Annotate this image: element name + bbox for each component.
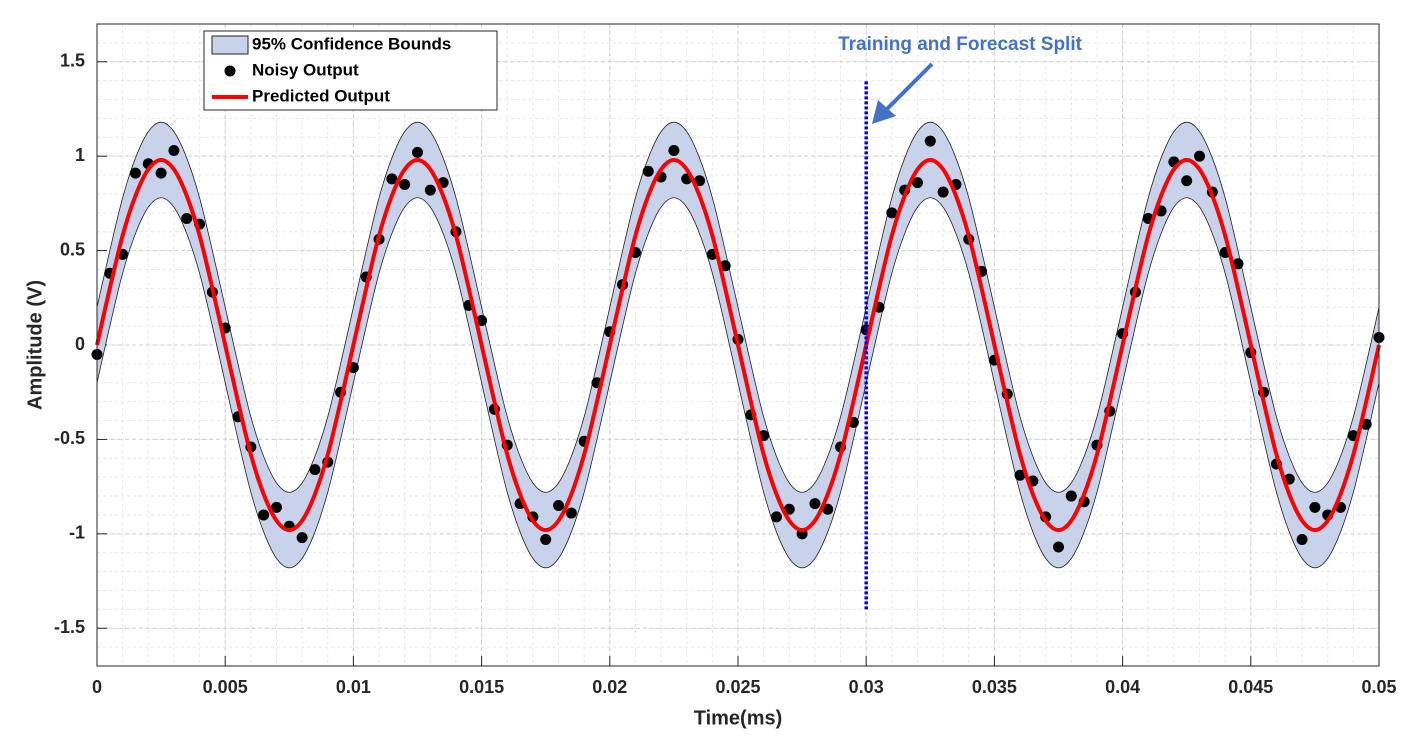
legend-label: Predicted Output (252, 86, 390, 105)
data-point (129, 167, 141, 179)
y-tick-label: 0 (75, 334, 85, 354)
plot-frame (96, 23, 1380, 667)
data-point (694, 175, 706, 187)
legend-box (203, 30, 498, 111)
y-tick-label: -1 (69, 523, 85, 543)
data-point (783, 503, 795, 515)
data-point (168, 145, 180, 157)
data-point (924, 135, 936, 147)
data-point (1053, 541, 1064, 553)
x-tick-label: 0.03 (849, 677, 884, 697)
data-point (540, 533, 552, 545)
data-point (270, 501, 282, 513)
x-tick-label: 0 (92, 677, 102, 697)
x-tick-label: 0.02 (592, 677, 627, 697)
data-point (181, 212, 193, 224)
data-point (809, 498, 821, 510)
data-point (424, 184, 436, 196)
arrow-head (872, 100, 896, 124)
y-tick-label: -1.5 (54, 617, 85, 637)
annotation-text: Training and Forecast Split (838, 34, 1083, 55)
x-axis-label: Time(ms) (694, 707, 783, 729)
x-tick-label: 0.04 (1105, 677, 1140, 697)
x-tick-label: 0.01 (336, 677, 371, 697)
data-point (886, 207, 898, 219)
x-tick-label: 0.045 (1228, 677, 1273, 697)
data-point (1181, 175, 1193, 187)
data-point (309, 464, 321, 476)
data-point (770, 511, 782, 523)
y-tick-label: 1.5 (60, 51, 85, 71)
legend-swatch (211, 35, 249, 55)
y-tick-label: -0.5 (54, 428, 85, 448)
y-tick-label: 1 (75, 145, 85, 165)
data-point (155, 167, 167, 179)
data-point (565, 507, 577, 519)
x-tick-label: 0.015 (459, 677, 504, 697)
x-tick-label: 0.025 (715, 677, 760, 697)
data-point (911, 177, 923, 189)
line (95, 157, 1381, 533)
data-point (399, 179, 411, 190)
data-point (553, 500, 565, 511)
data-point (642, 165, 654, 177)
data-point (386, 173, 398, 185)
data-point (1065, 490, 1077, 502)
data-point (296, 532, 308, 544)
data-point (822, 503, 834, 515)
x-tick-label: 0.035 (972, 677, 1017, 697)
data-point (412, 146, 423, 158)
x-tick-label: 0.05 (1361, 677, 1396, 697)
legend-swatch (224, 65, 236, 77)
data-point (476, 314, 488, 326)
annotation-arrow (882, 62, 934, 114)
data-point (258, 509, 270, 521)
data-point (937, 186, 949, 198)
data-point (668, 145, 680, 157)
data-point (1014, 469, 1026, 481)
data-point (1309, 501, 1321, 513)
legend-label: Noisy Output (252, 60, 359, 79)
legend-label: 95% Confidence Bounds (252, 34, 451, 53)
data-point (1194, 150, 1206, 162)
y-axis-label: Amplitude (V) (24, 280, 46, 410)
data-point (1296, 533, 1308, 545)
x-tick-label: 0.005 (203, 677, 248, 697)
data-point (1232, 258, 1244, 270)
y-tick-label: 0.5 (60, 239, 85, 259)
